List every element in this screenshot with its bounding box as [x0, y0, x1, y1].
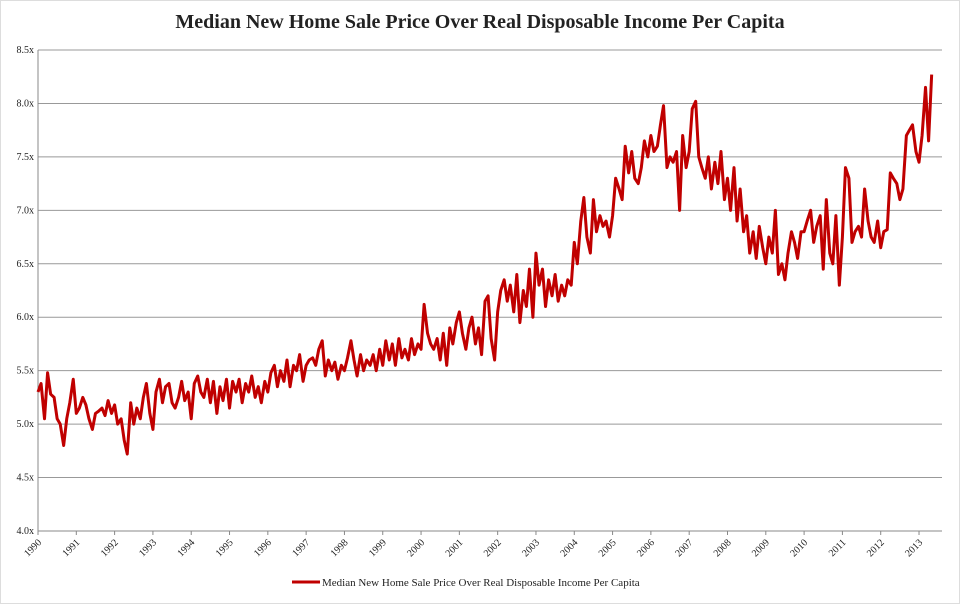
- y-tick-label: 4.5x: [17, 473, 35, 484]
- y-tick-label: 6.0x: [17, 312, 35, 323]
- y-tick-label: 5.0x: [17, 419, 35, 430]
- y-tick-label: 7.0x: [17, 205, 35, 216]
- legend-label: Median New Home Sale Price Over Real Dis…: [322, 577, 640, 589]
- y-tick-label: 8.0x: [17, 98, 35, 109]
- chart-title: Median New Home Sale Price Over Real Dis…: [175, 11, 784, 33]
- y-tick-label: 7.5x: [17, 152, 35, 163]
- y-tick-label: 6.5x: [17, 259, 35, 270]
- y-tick-label: 5.5x: [17, 366, 35, 377]
- y-tick-label: 8.5x: [17, 45, 35, 56]
- y-tick-label: 4.0x: [17, 526, 35, 537]
- data-line: [36, 74, 934, 456]
